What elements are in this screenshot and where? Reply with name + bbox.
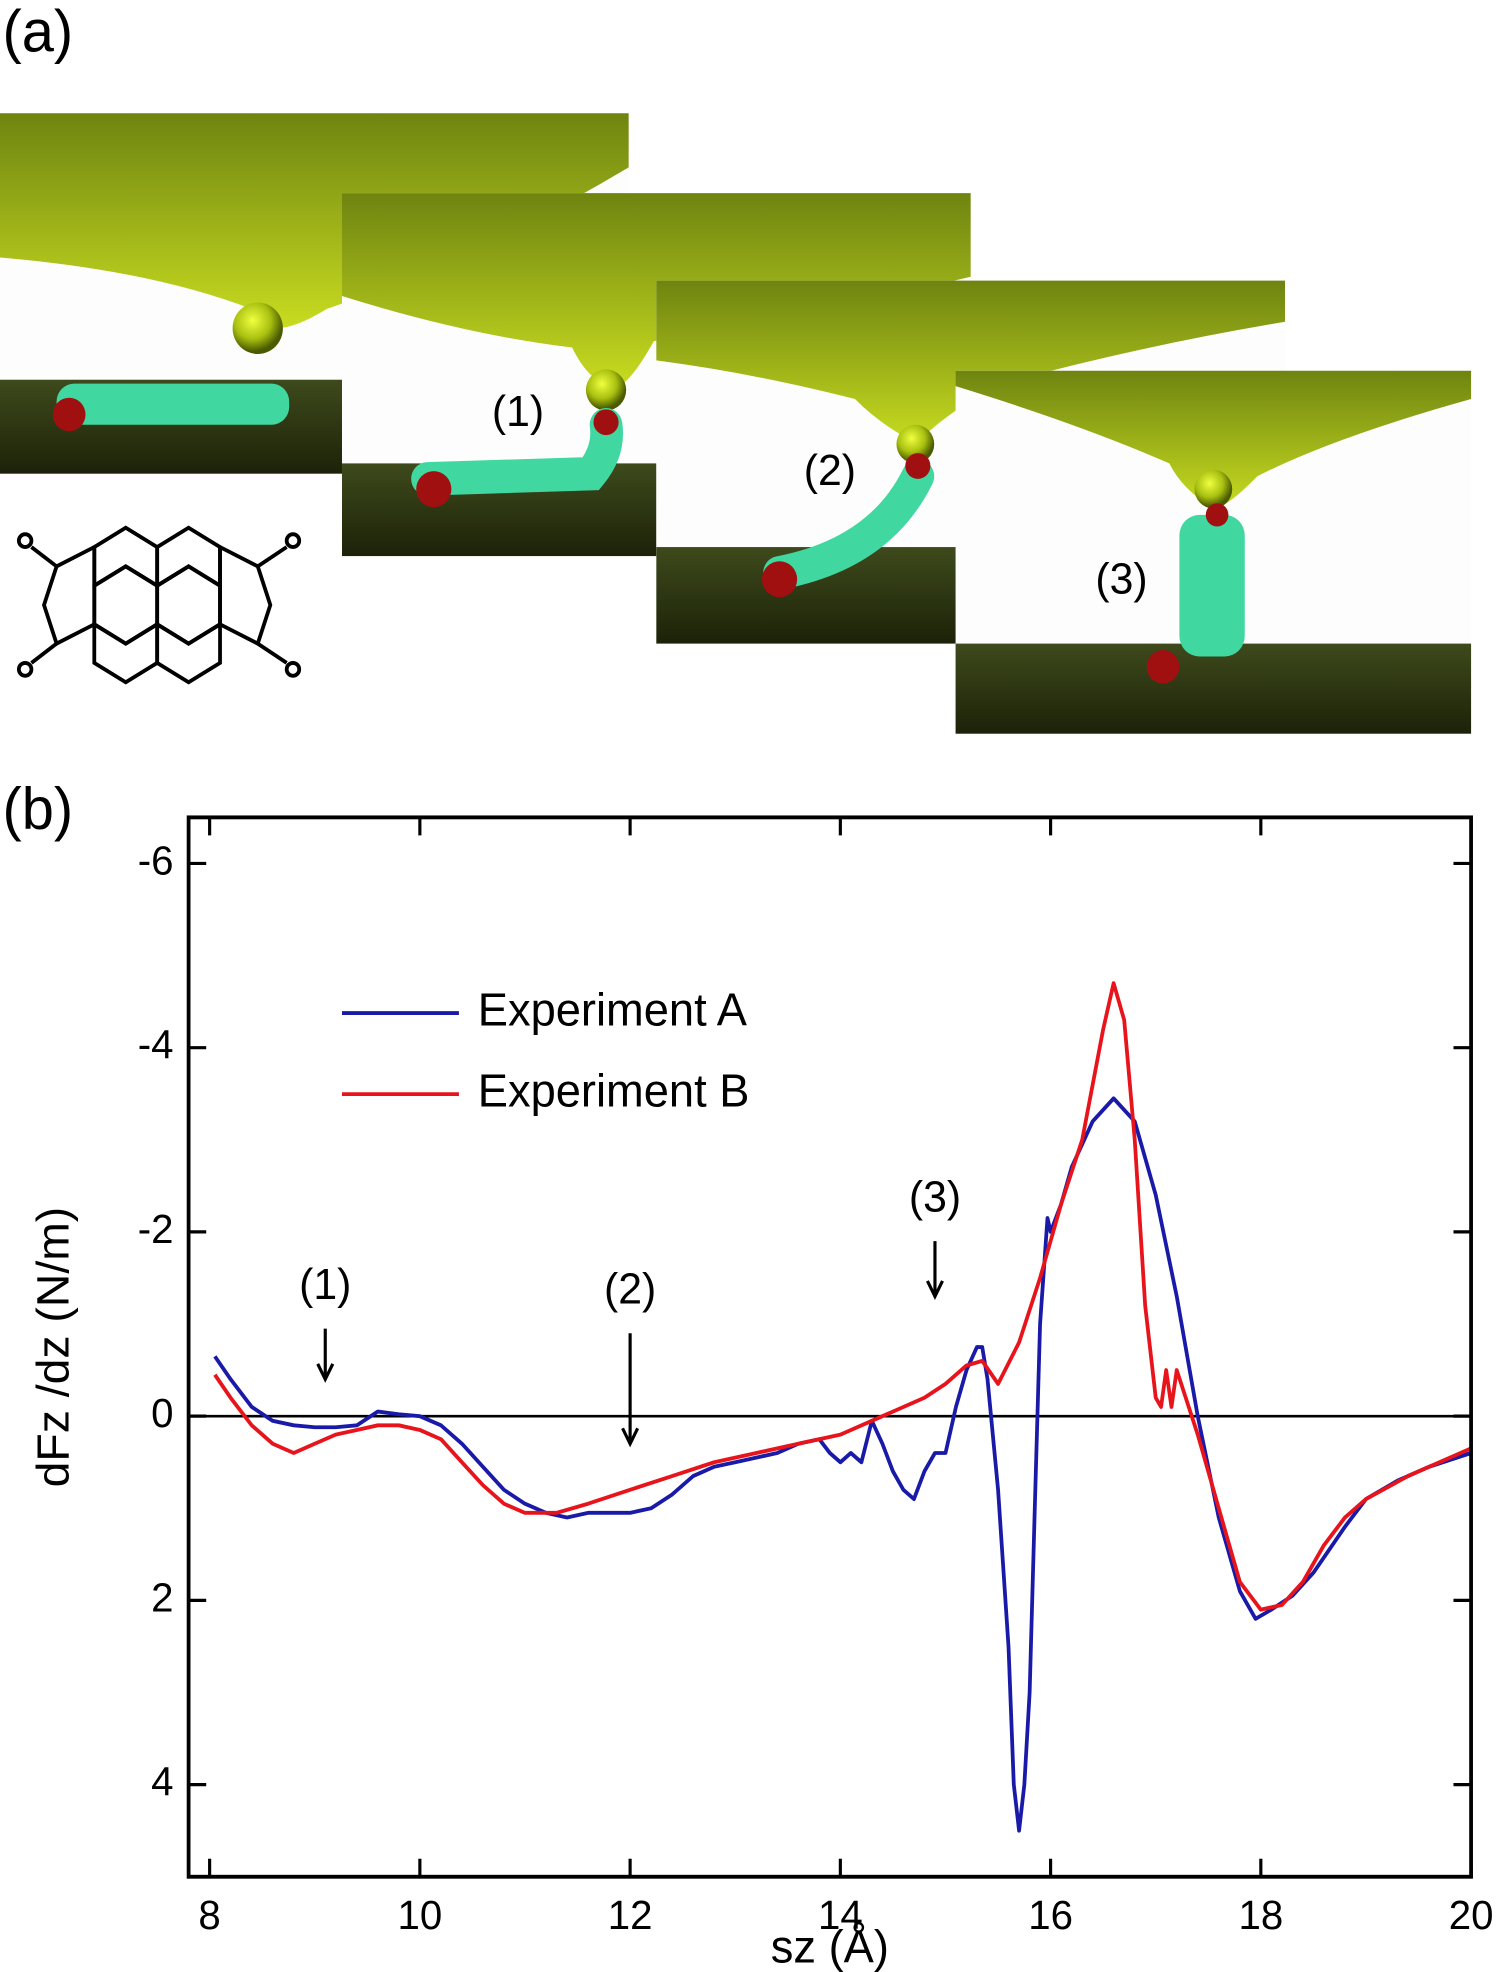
x-tick-label: 14: [818, 1891, 863, 1938]
annotation: (2): [604, 1265, 656, 1314]
legend-label: Experiment B: [478, 1065, 750, 1117]
legend-label: Experiment A: [478, 984, 748, 1036]
plot-frame: [186, 815, 1473, 1879]
y-tick-label: 2: [151, 1574, 173, 1621]
x-tick-label: 10: [397, 1891, 442, 1938]
x-tick-label: 18: [1238, 1891, 1283, 1938]
snapshot-label: (2): [804, 447, 856, 496]
data-line: [213, 1096, 1472, 1833]
y-tick-label: -2: [138, 1205, 174, 1252]
y-tick-label: 0: [151, 1390, 173, 1437]
annotation-arrowhead: [316, 1363, 335, 1383]
y-tick-label: -4: [138, 1021, 174, 1068]
annotation-arrowhead: [621, 1427, 640, 1448]
molecule-structure: [16, 525, 302, 685]
y-tick-label: -6: [138, 837, 174, 884]
data-line: [213, 981, 1472, 1612]
panel-label: (a): [3, 0, 74, 65]
y-tick-label: 4: [151, 1758, 173, 1805]
annotation-arrowhead: [926, 1280, 944, 1300]
x-tick-label: 20: [1449, 1891, 1494, 1938]
annotation: (3): [909, 1173, 961, 1222]
x-axis-label: sz (Å): [771, 1921, 889, 1972]
annotation: (1): [299, 1261, 351, 1310]
x-tick-label: 8: [198, 1891, 220, 1938]
snapshot-label: (3): [1095, 555, 1147, 604]
y-axis-label: dFz /dz (N/m): [28, 1207, 78, 1488]
x-tick-label: 16: [1028, 1891, 1073, 1938]
x-tick-label: 12: [608, 1891, 653, 1938]
snapshot-image: [955, 370, 1472, 734]
panel-label: (b): [3, 777, 74, 843]
snapshot-label: (1): [492, 388, 544, 437]
